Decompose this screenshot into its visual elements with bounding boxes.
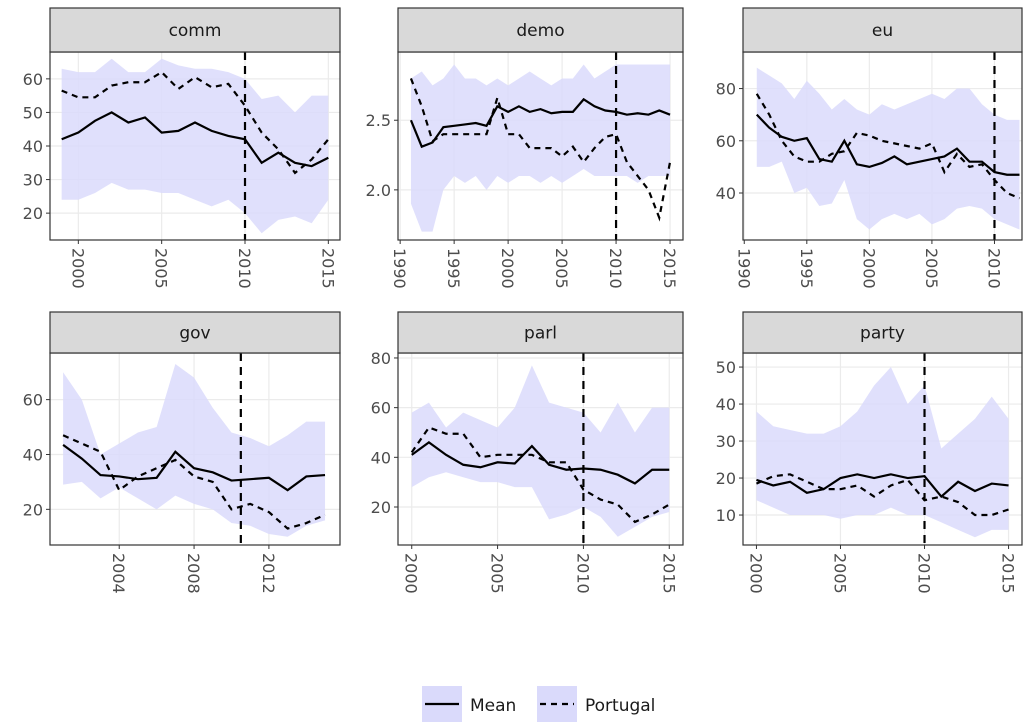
series-line: Portugal [410,426,670,524]
x-tick-label: 2010 [573,553,592,594]
y-tick-label: 20 [23,204,43,223]
x-tick-label: 1995 [444,248,463,289]
x-tick-label: 2005 [830,553,849,594]
y-tick-label: 50 [716,358,736,377]
y-tick-label: 40 [23,137,43,156]
y-tick-label: 60 [23,391,43,410]
x-tick-label: 2008 [184,553,203,594]
x-tick-label: 2000 [746,553,765,594]
series-line: Mean [755,113,1020,176]
x-tick-label: 2010 [606,248,625,289]
series-line: Portugal [756,473,1009,517]
y-tick-label: 60 [716,132,736,151]
ribbon [411,365,670,537]
x-tick-label: 2005 [488,553,507,594]
ribbon [756,367,1009,538]
series-line: Portugal [409,78,672,222]
y-tick-label: 20 [716,469,736,488]
panel-title: eu [872,21,893,41]
x-tick-label: 2015 [660,248,679,289]
y-tick-label: 10 [716,506,736,525]
series-line: Mean [409,97,671,149]
y-tick-label: 80 [716,80,736,99]
x-tick-label: 2000 [402,553,421,594]
series-line: Mean [756,473,1009,499]
legend-label: Mean [470,696,516,716]
strip [397,7,684,53]
x-tick-label: 2000 [498,248,517,289]
series-line: Portugal [755,93,1020,200]
y-tick-label: 2.5 [366,111,391,130]
x-tick-label: 2010 [915,553,934,594]
panel-title: gov [179,324,210,344]
y-tick-label: 20 [371,498,391,517]
x-tick-label: 1995 [797,248,816,289]
y-tick-label: 40 [23,445,43,464]
y-tick-label: 50 [23,103,43,122]
y-tick-label: 40 [716,184,736,203]
panel-title: party [860,324,905,344]
strip [742,7,1023,53]
y-tick-label: 80 [371,349,391,368]
y-tick-label: 40 [371,448,391,467]
x-tick-label: 2000 [68,248,87,289]
y-tick-label: 30 [716,432,736,451]
x-tick-label: 2015 [659,553,678,594]
ribbon [756,67,1020,230]
panel-title: demo [516,21,564,41]
ribbon [61,58,329,234]
x-tick-label: 2015 [318,248,337,289]
y-tick-label: 60 [23,70,43,89]
y-tick-label: 60 [371,399,391,418]
ribbon [63,363,326,537]
x-tick-label: 2012 [259,553,278,594]
x-tick-label: 2015 [999,553,1018,594]
series-line: Portugal [62,434,326,530]
strip [742,311,1023,354]
series-line: Mean [411,441,670,485]
series-line: Portugal [61,70,330,175]
x-tick-label: 2004 [109,553,128,594]
x-tick-label: 2010 [984,248,1003,289]
x-tick-label: 2000 [859,248,878,289]
x-tick-label: 2005 [152,248,171,289]
strip [397,311,684,354]
x-tick-label: 2005 [552,248,571,289]
strip [49,7,341,53]
y-tick-label: 30 [23,171,43,190]
series-line: Mean [62,443,326,492]
x-tick-label: 2005 [922,248,941,289]
y-tick-label: 40 [716,395,736,414]
x-tick-label: 1990 [390,248,409,289]
y-tick-label: 20 [23,500,43,519]
ribbon [410,64,671,232]
y-tick-label: 2.0 [366,181,391,200]
panel-title: parl [524,324,557,344]
strip [49,311,341,354]
x-tick-label: 2010 [235,248,254,289]
legend-label: Portugal [585,696,655,716]
x-tick-label: 1990 [734,248,753,289]
panel-title: comm [169,21,222,41]
